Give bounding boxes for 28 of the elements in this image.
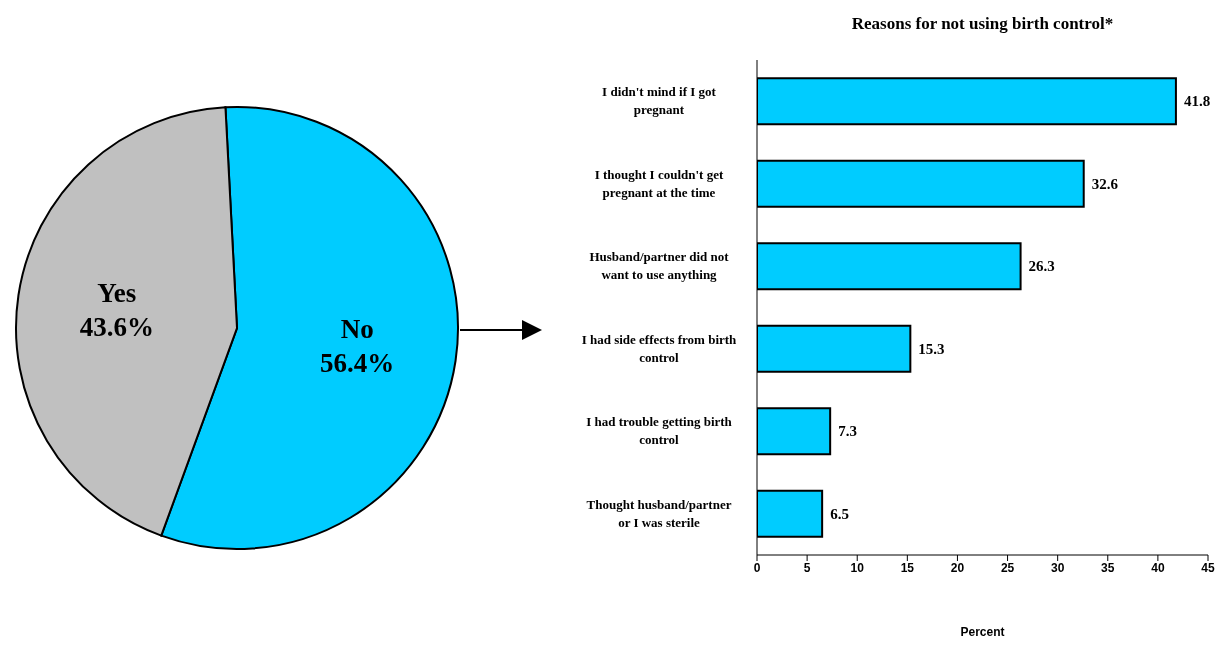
x-tick-label: 40 <box>1151 560 1165 575</box>
data-label: 15.3 <box>918 340 945 357</box>
y-tick-label: Thought husband/partner or I was sterile <box>585 495 733 532</box>
y-tick-label: I didn't mind if I got pregnant <box>601 83 717 120</box>
data-label: 56.4% <box>320 348 395 379</box>
x-axis-title: Percent <box>959 625 1006 639</box>
slice-label: Yes <box>97 277 137 308</box>
x-tick-label: 15 <box>900 560 915 575</box>
y-tick-label: I thought I couldn't get pregnant at the time <box>593 165 725 202</box>
x-tick-label: 10 <box>850 560 865 575</box>
slice-label: No <box>340 314 374 345</box>
x-tick-label: 5 <box>803 560 811 575</box>
x-tick-label: 35 <box>1101 560 1115 575</box>
data-label: 32.6 <box>1091 175 1119 192</box>
x-tick-label: 25 <box>1000 560 1015 575</box>
x-tick-label: 30 <box>1050 560 1065 575</box>
y-tick-label: I had trouble getting birth control <box>585 413 733 450</box>
y-tick-label: I had side effects from birth control <box>580 330 738 367</box>
data-label: 6.5 <box>830 505 849 522</box>
x-tick-label: 20 <box>950 560 965 575</box>
data-label: 26.3 <box>1028 258 1055 275</box>
x-tick-label: 0 <box>753 560 761 575</box>
x-tick-label: 45 <box>1201 560 1215 575</box>
data-label: 7.3 <box>838 423 857 440</box>
y-tick-label: Husband/partner did not want to use anything <box>588 248 730 285</box>
data-label: 43.6% <box>79 311 154 342</box>
chart-title: Reasons for not using birth control* <box>850 14 1115 34</box>
data-label: 41.8 <box>1183 93 1211 110</box>
